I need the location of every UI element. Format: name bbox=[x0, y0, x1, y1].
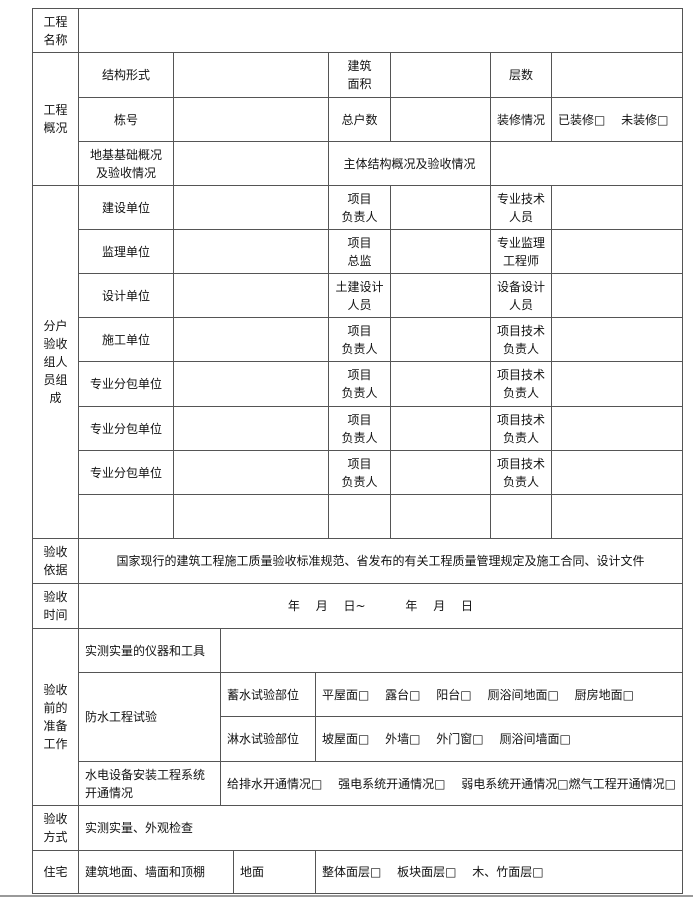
team-tech-label: 项目技术 负责人 bbox=[490, 361, 552, 407]
main-structure-field[interactable] bbox=[490, 141, 683, 186]
team-lead-field[interactable] bbox=[390, 273, 491, 318]
spray-test-label: 淋水试验部位 bbox=[220, 716, 316, 762]
team-tech-label: 项目技术 负责人 bbox=[490, 317, 552, 362]
project-name-field[interactable] bbox=[78, 8, 683, 53]
team-lead-field[interactable] bbox=[390, 317, 491, 362]
team-label: 分户 验收 组人 员组 成 bbox=[32, 185, 79, 539]
mep-options[interactable]: 给排水开通情况□ 强电系统开通情况□ 弱电系统开通情况□燃气工程开通情况□ bbox=[220, 761, 683, 806]
team-tech-field[interactable] bbox=[551, 185, 683, 230]
structure-form-field[interactable] bbox=[173, 52, 329, 98]
basis-value: 国家现行的建筑工程施工质量验收标准规范、省发布的有关工程质量管理规定及施工合同、… bbox=[78, 538, 683, 584]
instruments-field[interactable] bbox=[220, 628, 683, 673]
decoration-label: 装修情况 bbox=[490, 97, 552, 142]
team-lead-label bbox=[328, 494, 391, 539]
team-unit-label: 专业分包单位 bbox=[78, 406, 174, 451]
method-value: 实测实量、外观检查 bbox=[78, 805, 683, 851]
team-tech-field[interactable] bbox=[551, 450, 683, 495]
team-lead-field[interactable] bbox=[390, 494, 491, 539]
method-label: 验收 方式 bbox=[32, 805, 79, 851]
spray-test-options[interactable]: 坡屋面□ 外墙□ 外门窗□ 厕浴间墙面□ bbox=[315, 716, 683, 762]
team-tech-label: 专业监理 工程师 bbox=[490, 229, 552, 274]
foundation-field[interactable] bbox=[173, 141, 329, 186]
structure-form-label: 结构形式 bbox=[78, 52, 174, 98]
team-tech-field[interactable] bbox=[551, 494, 683, 539]
team-lead-label: 项目 负责人 bbox=[328, 406, 391, 451]
households-field[interactable] bbox=[390, 97, 491, 142]
team-lead-field[interactable] bbox=[390, 406, 491, 451]
team-tech-label: 设备设计 人员 bbox=[490, 273, 552, 318]
basis-label: 验收 依据 bbox=[32, 538, 79, 584]
team-lead-field[interactable] bbox=[390, 450, 491, 495]
team-lead-field[interactable] bbox=[390, 361, 491, 407]
foundation-label: 地基基础概况 及验收情况 bbox=[78, 141, 174, 186]
building-no-field[interactable] bbox=[173, 97, 329, 142]
decoration-options[interactable]: 已装修□ 未装修□ bbox=[551, 97, 683, 142]
prep-label: 验收 前的 准备 工作 bbox=[32, 628, 79, 806]
team-lead-label: 项目 负责人 bbox=[328, 185, 391, 230]
team-tech-field[interactable] bbox=[551, 229, 683, 274]
building-no-label: 栋号 bbox=[78, 97, 174, 142]
team-tech-field[interactable] bbox=[551, 317, 683, 362]
team-lead-label: 项目 负责人 bbox=[328, 317, 391, 362]
team-unit-label: 专业分包单位 bbox=[78, 361, 174, 407]
households-label: 总户数 bbox=[328, 97, 391, 142]
team-tech-field[interactable] bbox=[551, 273, 683, 318]
team-lead-label: 项目 负责人 bbox=[328, 450, 391, 495]
waterproof-label: 防水工程试验 bbox=[78, 672, 221, 762]
team-tech-label bbox=[490, 494, 552, 539]
team-unit-field[interactable] bbox=[173, 317, 329, 362]
overview-label: 工程 概况 bbox=[32, 52, 79, 186]
team-lead-field[interactable] bbox=[390, 229, 491, 274]
storage-test-options[interactable]: 平屋面□ 露台□ 阳台□ 厕浴间地面□ 厨房地面□ bbox=[315, 672, 683, 717]
main-structure-label: 主体结构概况及验收情况 bbox=[328, 141, 491, 186]
floors-field[interactable] bbox=[551, 52, 683, 98]
team-tech-label: 项目技术 负责人 bbox=[490, 450, 552, 495]
team-lead-label: 项目 负责人 bbox=[328, 361, 391, 407]
team-tech-label: 项目技术 负责人 bbox=[490, 406, 552, 451]
team-unit-label: 施工单位 bbox=[78, 317, 174, 362]
mep-label: 水电设备安装工程系统 开通情况 bbox=[78, 761, 221, 806]
team-unit-label: 专业分包单位 bbox=[78, 450, 174, 495]
time-label: 验收 时间 bbox=[32, 583, 79, 629]
instruments-label: 实测实量的仪器和工具 bbox=[78, 628, 221, 673]
team-unit-label: 设计单位 bbox=[78, 273, 174, 318]
team-unit-field[interactable] bbox=[173, 185, 329, 230]
team-unit-field[interactable] bbox=[173, 406, 329, 451]
team-tech-field[interactable] bbox=[551, 361, 683, 407]
team-lead-field[interactable] bbox=[390, 185, 491, 230]
bottom-rule bbox=[0, 895, 693, 897]
team-unit-label: 监理单位 bbox=[78, 229, 174, 274]
team-unit-label bbox=[78, 494, 174, 539]
time-field[interactable]: 年 月 日~ 年 月 日 bbox=[78, 583, 683, 629]
residence-sub: 地面 bbox=[233, 850, 316, 894]
residence-label: 住宅 bbox=[32, 850, 79, 894]
project-name-label: 工程 名称 bbox=[32, 8, 79, 53]
residence-item: 建筑地面、墙面和顶棚 bbox=[78, 850, 234, 894]
team-tech-label: 专业技术 人员 bbox=[490, 185, 552, 230]
team-unit-field[interactable] bbox=[173, 273, 329, 318]
team-unit-field[interactable] bbox=[173, 494, 329, 539]
team-unit-field[interactable] bbox=[173, 450, 329, 495]
team-unit-field[interactable] bbox=[173, 361, 329, 407]
team-tech-field[interactable] bbox=[551, 406, 683, 451]
building-area-label: 建筑 面积 bbox=[328, 52, 391, 98]
storage-test-label: 蓄水试验部位 bbox=[220, 672, 316, 717]
floors-label: 层数 bbox=[490, 52, 552, 98]
team-lead-label: 项目 总监 bbox=[328, 229, 391, 274]
building-area-field[interactable] bbox=[390, 52, 491, 98]
residence-options[interactable]: 整体面层□ 板块面层□ 木、竹面层□ bbox=[315, 850, 683, 894]
team-unit-field[interactable] bbox=[173, 229, 329, 274]
team-unit-label: 建设单位 bbox=[78, 185, 174, 230]
team-lead-label: 土建设计 人员 bbox=[328, 273, 391, 318]
